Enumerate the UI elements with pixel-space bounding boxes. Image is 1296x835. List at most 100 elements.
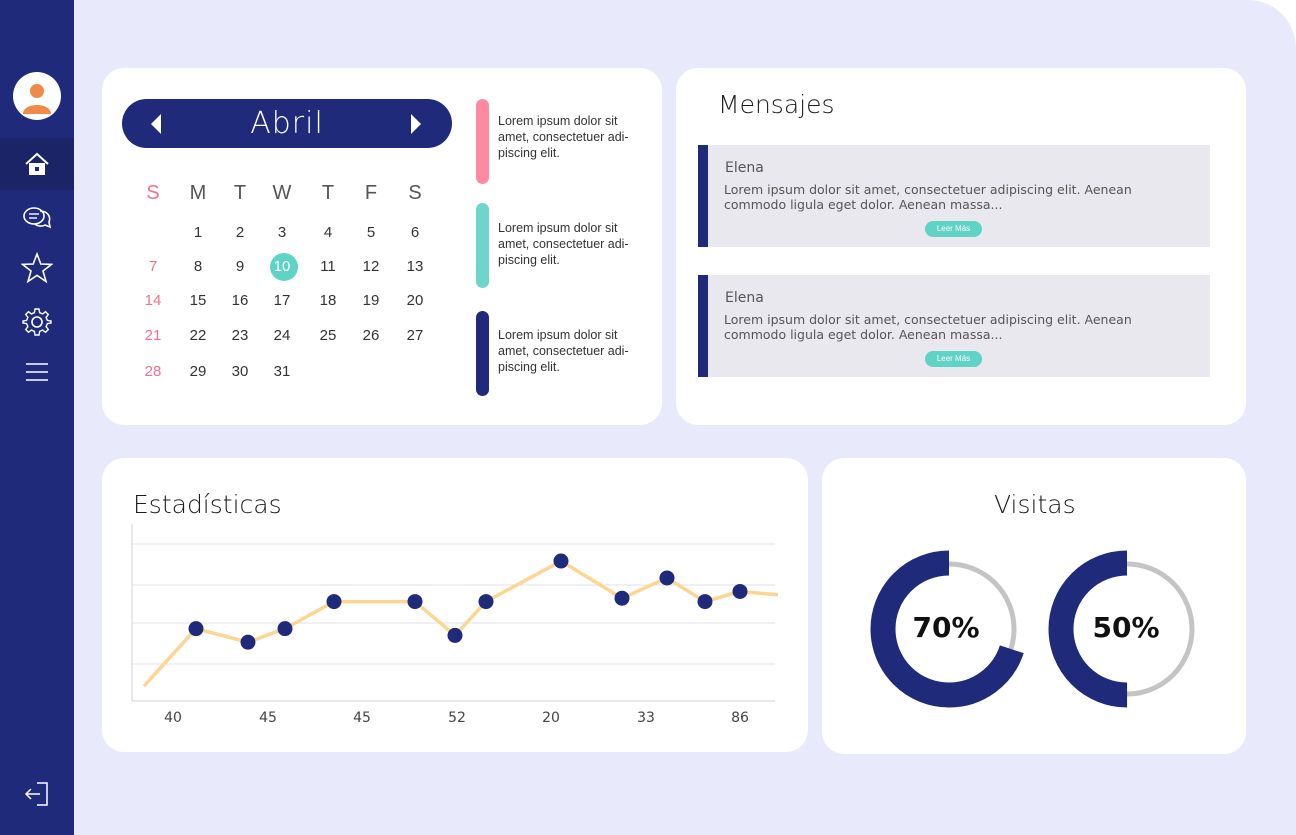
x-tick-label: 40 (164, 710, 182, 726)
x-tick-label: 52 (448, 710, 466, 726)
x-tick-label: 20 (542, 710, 560, 726)
calendar-day[interactable]: 10 (273, 258, 291, 275)
calendar-day[interactable]: 29 (189, 363, 207, 380)
calendar-day[interactable]: 24 (273, 327, 291, 344)
event-marker-navy (476, 311, 489, 396)
read-more-button[interactable]: Leer Más (925, 221, 982, 237)
sidebar-item-menu[interactable] (0, 346, 74, 398)
data-point[interactable] (553, 553, 569, 569)
read-more-button[interactable]: Leer Más (925, 351, 982, 367)
data-point[interactable] (478, 594, 494, 610)
calendar-day[interactable]: 9 (235, 258, 245, 275)
calendar-day[interactable]: 31 (273, 363, 291, 380)
event-text: Lorem ipsum dolor sit amet, consectetuer… (498, 114, 629, 160)
chat-icon (23, 207, 52, 229)
message-item: Elena Lorem ipsum dolor sit amet, consec… (698, 275, 1210, 377)
calendar-day[interactable]: 13 (406, 258, 424, 275)
weekday-label: F (364, 182, 378, 204)
message-author: Elena (725, 290, 764, 306)
today-highlight (270, 253, 298, 281)
calendar-day[interactable]: 8 (193, 258, 203, 275)
data-point[interactable] (240, 634, 256, 650)
calendar-day[interactable]: 16 (231, 292, 249, 309)
calendar-day[interactable]: 26 (362, 327, 380, 344)
data-point[interactable] (447, 627, 463, 643)
stats-card (102, 458, 808, 752)
sidebar (0, 0, 74, 835)
calendar-day[interactable]: 1 (193, 224, 203, 241)
calendar-day[interactable]: 3 (277, 224, 287, 241)
month-selector: Abril (122, 99, 452, 148)
sidebar-item-settings[interactable] (0, 296, 74, 348)
message-body: Lorem ipsum dolor sit amet, consectetuer… (724, 182, 1132, 212)
weekday-label: T (233, 182, 247, 204)
event-marker-teal (476, 203, 489, 288)
series-line (142, 559, 779, 688)
triangle-right-icon (411, 114, 421, 134)
menu-icon (26, 363, 48, 381)
visits-donuts (870, 550, 1206, 708)
calendar-day[interactable]: 22 (189, 327, 207, 344)
sidebar-item-home[interactable] (0, 138, 74, 190)
calendar-day[interactable]: 30 (231, 363, 249, 380)
event-text: Lorem ipsum dolor sit amet, consectetuer… (498, 328, 629, 374)
calendar-day[interactable]: 20 (406, 292, 424, 309)
data-point[interactable] (326, 594, 342, 610)
message-accent (698, 145, 708, 247)
calendar-day[interactable]: 28 (144, 363, 162, 380)
calendar-day[interactable]: 19 (362, 292, 380, 309)
star-icon (21, 252, 53, 284)
weekday-label: S (146, 182, 160, 204)
data-point[interactable] (659, 570, 675, 586)
calendar-day[interactable]: 14 (144, 292, 162, 309)
x-tick-label: 45 (259, 710, 277, 726)
calendar-day[interactable]: 17 (273, 292, 291, 309)
gear-icon (22, 308, 52, 336)
messages-title: Mensajes (718, 90, 835, 119)
calendar-day[interactable]: 6 (410, 224, 420, 241)
calendar-day[interactable]: 27 (406, 327, 424, 344)
calendar-day[interactable]: 11 (320, 258, 336, 275)
event-text: Lorem ipsum dolor sit amet, consectetuer… (498, 221, 629, 267)
calendar-day[interactable]: 15 (189, 292, 207, 309)
calendar-day[interactable]: 21 (144, 327, 162, 344)
calendar-day[interactable]: 4 (323, 224, 333, 241)
calendar-day[interactable]: 18 (319, 292, 337, 309)
visits-title: Visitas (994, 490, 1076, 519)
calendar-day[interactable]: 12 (362, 258, 380, 275)
home-icon (25, 152, 49, 175)
data-point[interactable] (277, 621, 293, 637)
data-point[interactable] (697, 594, 713, 610)
sidebar-item-favorites[interactable] (0, 242, 74, 294)
weekday-label: S (408, 182, 422, 204)
calendar-day[interactable]: 5 (366, 224, 376, 241)
message-item: Elena Lorem ipsum dolor sit amet, consec… (698, 145, 1210, 247)
calendar-day[interactable]: 2 (235, 224, 245, 241)
line-chart (131, 524, 779, 702)
calendar-day[interactable]: 25 (319, 327, 337, 344)
donut-label: 70% (912, 611, 980, 644)
calendar-day[interactable]: 23 (231, 327, 249, 344)
logout-button[interactable] (0, 768, 74, 820)
data-point[interactable] (614, 590, 630, 606)
data-point[interactable] (732, 583, 748, 599)
logout-icon (24, 782, 48, 806)
donut-label: 50% (1092, 611, 1160, 644)
x-tick-label: 45 (353, 710, 371, 726)
weekday-label: T (321, 182, 335, 204)
event-marker-pink (476, 99, 489, 184)
message-body: Lorem ipsum dolor sit amet, consectetuer… (724, 312, 1132, 342)
prev-month-button[interactable] (144, 112, 168, 136)
user-icon (23, 84, 51, 114)
donut-arc (1048, 550, 1206, 708)
x-tick-label: 33 (637, 710, 655, 726)
triangle-left-icon (151, 114, 161, 134)
avatar[interactable] (13, 72, 61, 120)
sidebar-item-messages[interactable] (0, 192, 74, 244)
message-author: Elena (725, 160, 764, 176)
weekday-label: W (272, 182, 292, 204)
data-point[interactable] (407, 594, 423, 610)
data-point[interactable] (188, 621, 204, 637)
calendar-day[interactable]: 7 (148, 258, 158, 275)
next-month-button[interactable] (404, 112, 428, 136)
